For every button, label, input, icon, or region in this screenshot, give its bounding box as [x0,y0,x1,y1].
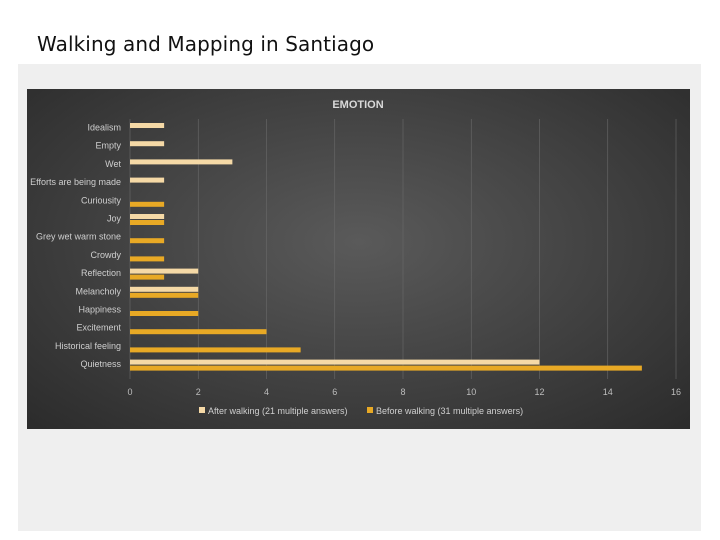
category-label: Happiness [78,305,121,315]
x-tick-label: 2 [196,387,201,397]
legend-before-walking-swatch [367,407,373,413]
x-tick-label: 4 [264,387,269,397]
bar-before-walking [130,201,165,207]
bar-after-walking [130,177,165,183]
bar-before-walking [130,292,199,298]
x-tick-label: 14 [603,387,613,397]
bar-after-walking [130,123,165,128]
x-tick-label: 10 [466,387,476,397]
bar-after-walking [130,141,165,147]
bar-before-walking [130,274,165,280]
category-label: Efforts are being made [30,177,121,187]
bar-after-walking [130,286,199,292]
bar-after-walking [130,268,199,274]
x-tick-label: 12 [534,387,544,397]
bar-before-walking [130,329,267,335]
category-label: Grey wet warm stone [36,232,121,242]
category-label: Historical feeling [55,341,121,351]
bar-before-walking [130,256,165,262]
x-tick-label: 8 [400,387,405,397]
bar-after-walking [130,159,233,165]
category-label: Crowdy [90,250,121,260]
category-label: Excitement [76,323,121,333]
category-labels: Idealism Empty Wet Efforts are being made Cu… [30,123,121,370]
bar-before-walking [130,238,165,244]
x-tick-label: 0 [127,387,132,397]
legend-before-walking-label: Before walking (31 multiple answers) [376,406,523,416]
bar-before-walking [130,311,199,316]
x-tick-label: 16 [671,387,681,397]
category-label: Empty [95,141,121,151]
category-label: Joy [107,214,122,224]
emotion-bar-chart: EMOTION Idealism Empty Wet Efforts are bein… [30,99,681,416]
bar-before-walking [130,347,301,353]
chart-title: EMOTION [332,99,383,111]
bar-after-walking [130,359,540,365]
slide-title: Walking and Mapping in Santiago [37,32,375,56]
bar-after-walking [130,214,165,219]
category-label: Curiousity [81,195,122,205]
legend: After walking (21 multiple answers) Befor… [199,406,523,416]
chart-container: EMOTION Idealism Empty Wet Efforts are bein… [27,89,690,429]
category-label: Reflection [81,268,121,278]
category-label: Quietness [80,359,121,369]
category-label: Melancholy [75,286,121,296]
x-tick-label: 6 [332,387,337,397]
grid-lines [129,119,677,379]
category-label: Wet [105,159,121,169]
category-label: Idealism [87,123,121,133]
legend-after-walking-swatch [199,407,205,413]
x-axis-tick-labels: 0 2 4 6 8 10 12 14 16 [127,387,681,397]
bars [130,123,642,371]
legend-after-walking-label: After walking (21 multiple answers) [208,406,348,416]
bar-before-walking [130,365,642,371]
bar-before-walking [130,220,165,225]
